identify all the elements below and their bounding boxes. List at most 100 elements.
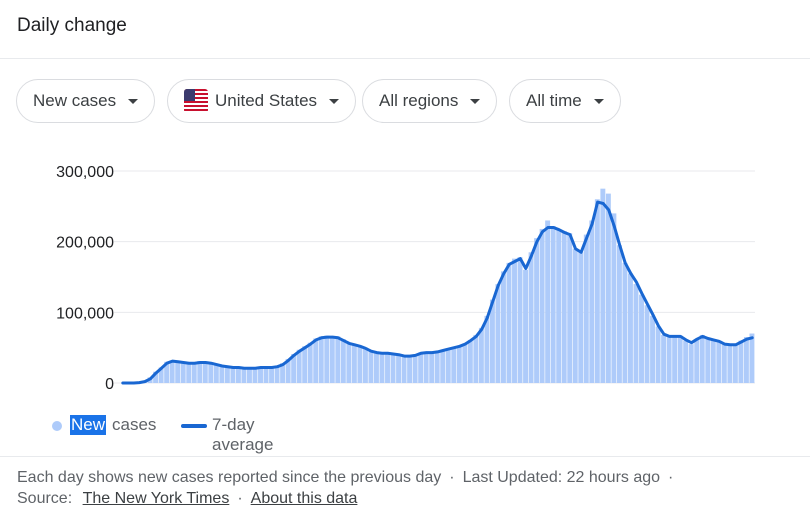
new-cases-legend-dot (52, 421, 62, 431)
new-cases-bar (721, 344, 727, 383)
new-cases-bar (346, 342, 352, 383)
new-cases-bar (158, 367, 164, 383)
legend-new-selected: New (70, 415, 107, 435)
about-data-link[interactable]: About this data (250, 490, 358, 507)
us-flag-icon (184, 89, 208, 113)
caret-down-icon (329, 98, 340, 104)
seven-day-average-line (121, 200, 754, 385)
new-cases-bar (605, 193, 611, 383)
y-tick-label: 200,000 (56, 235, 114, 252)
new-cases-bar (683, 340, 689, 383)
new-cases-bar (611, 213, 617, 383)
new-cases-bar (390, 353, 396, 383)
new-cases-bar (456, 345, 462, 383)
new-cases-bar (285, 358, 291, 383)
metric-dropdown-label: New cases (33, 91, 117, 110)
new-cases-bar (688, 344, 694, 383)
region-dropdown[interactable]: All regions (362, 79, 498, 123)
new-cases-bar (451, 346, 457, 383)
new-cases-bar (313, 338, 319, 383)
separator: · (449, 469, 455, 486)
new-cases-bar (230, 366, 236, 383)
card-title: Daily change (17, 15, 127, 36)
new-cases-bar (374, 351, 379, 383)
region-dropdown-label: All regions (379, 91, 459, 110)
new-cases-bar (235, 367, 241, 383)
new-cases-bar (495, 284, 501, 383)
source-link[interactable]: The New York Times (82, 490, 230, 507)
new-cases-bar (677, 335, 683, 383)
new-cases-bar (600, 188, 606, 383)
new-cases-bar (545, 220, 551, 383)
new-cases-bar (407, 355, 413, 383)
new-cases-bar (302, 346, 308, 383)
average-legend-line (181, 424, 207, 428)
new-cases-bar (716, 340, 722, 383)
new-cases-bar (197, 361, 203, 383)
new-cases-bar (224, 366, 230, 383)
caret-down-icon (470, 98, 481, 104)
metric-dropdown[interactable]: New cases (16, 79, 156, 123)
caret-down-icon (128, 98, 139, 104)
new-cases-bar (269, 367, 275, 383)
new-cases-bar (539, 228, 545, 383)
card-footer: Each day shows new cases reported since … (0, 456, 810, 519)
period-dropdown-label: All time (526, 91, 582, 110)
new-cases-bar (484, 315, 490, 383)
new-cases-bar (186, 363, 192, 383)
country-dropdown[interactable]: United States (167, 79, 357, 123)
period-dropdown[interactable]: All time (509, 79, 621, 123)
new-cases-bar (280, 363, 286, 383)
new-cases-bar (291, 354, 297, 383)
new-cases-bar (434, 351, 440, 383)
new-cases-bar (699, 334, 705, 383)
new-cases-bar (578, 252, 584, 383)
new-cases-bar (694, 339, 700, 383)
new-cases-bar (661, 334, 667, 383)
new-cases-bar (561, 231, 567, 383)
new-cases-bar (489, 299, 495, 383)
new-cases-bar (672, 336, 678, 383)
footer-note: Each day shows new cases reported since … (17, 469, 442, 486)
new-cases-bar (534, 238, 540, 383)
new-cases-bar (423, 351, 429, 383)
new-cases-bar (153, 371, 159, 383)
new-cases-bar (567, 233, 573, 383)
new-cases-bar (749, 333, 755, 383)
new-cases-bar (429, 351, 435, 383)
new-cases-bar (639, 294, 644, 383)
y-tick-label: 300,000 (56, 164, 114, 181)
cases-chart[interactable]: 0 100,000 200,000 300,000 (0, 140, 810, 400)
new-cases-bar (462, 343, 468, 383)
source-label: Source: (17, 490, 73, 507)
new-cases-bar (738, 340, 744, 383)
new-cases-bar (247, 368, 252, 383)
new-cases-bar (517, 257, 523, 383)
new-cases-bar (164, 361, 170, 383)
new-cases-bar (743, 337, 749, 383)
separator: · (237, 490, 243, 507)
new-cases-bar (396, 354, 402, 383)
y-tick-label: 100,000 (56, 305, 114, 322)
y-tick-label: 0 (105, 376, 114, 393)
new-cases-bar (362, 347, 368, 383)
new-cases-bar (572, 248, 578, 383)
footer-line-1: Each day shows new cases reported since … (17, 469, 681, 487)
legend-cases-text: cases (112, 415, 157, 434)
new-cases-bar (440, 349, 446, 383)
new-cases-bar (241, 368, 247, 383)
new-cases-bar (556, 228, 562, 383)
last-updated: Last Updated: 22 hours ago (462, 469, 661, 486)
new-cases-bar (175, 361, 181, 383)
new-cases-bar (732, 344, 738, 383)
new-cases-bar (644, 305, 650, 383)
new-cases-bar (412, 354, 418, 383)
new-cases-bar (385, 352, 390, 383)
new-cases-bar (169, 360, 175, 383)
footer-line-2: Source: The New York Times · About this da… (17, 490, 357, 508)
new-cases-bar (727, 344, 733, 383)
new-cases-bar (263, 367, 269, 383)
new-cases-bar (324, 335, 330, 383)
new-cases-bar (473, 334, 479, 383)
new-cases-bar (296, 349, 302, 383)
